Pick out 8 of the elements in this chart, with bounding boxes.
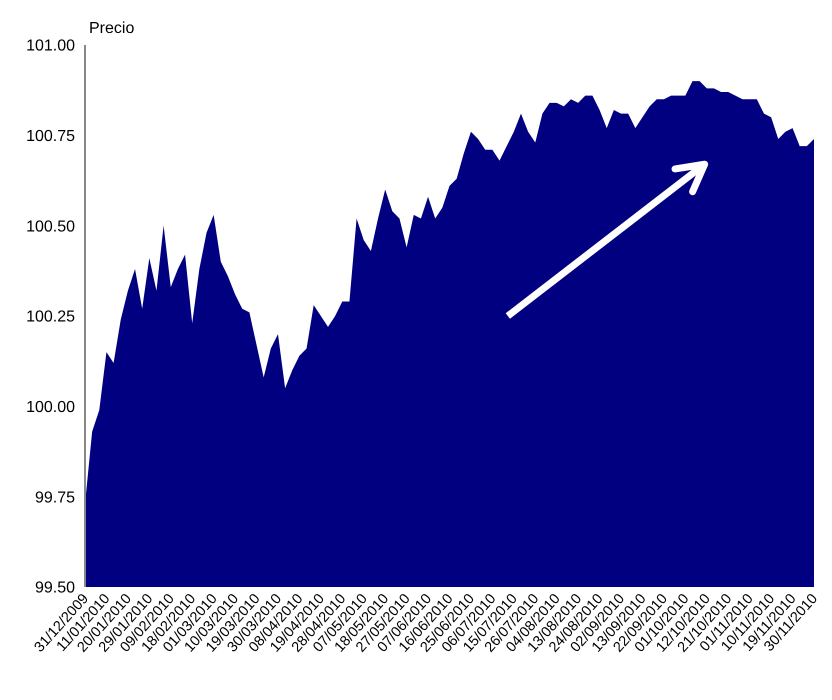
y-tick-label: 100.50 [26,218,76,236]
y-tick-label: 99.50 [34,580,76,597]
y-tick-label: 101.00 [26,38,76,55]
y-tick-label: 99.75 [34,489,76,506]
y-tick-label: 100.25 [26,308,76,326]
y-tick-label: 100.00 [26,398,76,416]
y-tick-label: 100.75 [26,128,76,145]
y-axis-title: Precio [89,20,134,37]
